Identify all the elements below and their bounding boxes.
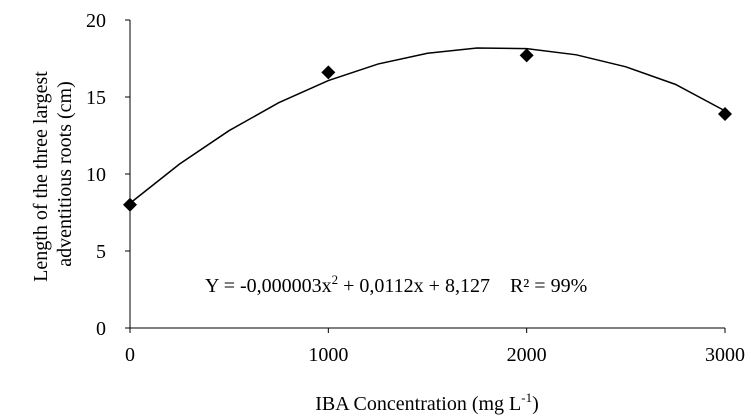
x-tick-label: 0 xyxy=(125,344,135,366)
x-tick-label: 2000 xyxy=(507,344,547,366)
y-tick-label: 10 xyxy=(86,164,106,186)
y-axis-title: Length of the three largest adventitious… xyxy=(30,66,76,282)
x-tick-label: 1000 xyxy=(308,344,348,366)
point xyxy=(519,48,534,63)
point xyxy=(718,106,732,121)
trend-line xyxy=(129,47,726,204)
point xyxy=(321,65,336,80)
y-tick-label: 5 xyxy=(96,241,106,263)
y-title-line: adventitious roots (cm) xyxy=(54,81,76,267)
point xyxy=(123,197,137,212)
equation-part: Y = -0,000003x xyxy=(205,275,332,297)
equation-sup: 2 xyxy=(332,272,339,287)
equation: Y = -0,000003x2 + 0,0112x + 8,127 R² = 9… xyxy=(205,272,587,297)
x-tick-label: 3000 xyxy=(705,344,745,366)
x-title-part: IBA Concentration (mg L xyxy=(315,393,521,415)
x-title-part: ) xyxy=(532,393,539,415)
y-tick-label: 15 xyxy=(86,87,106,109)
equation-part: + 0,0112x + 8,127 R² = 99% xyxy=(338,275,587,297)
y-title-line: Length of the three largest xyxy=(30,71,52,282)
x-title-sup: -1 xyxy=(521,390,532,405)
y-tick-label: 0 xyxy=(96,318,106,340)
x-axis-title: IBA Concentration (mg L-1) xyxy=(315,390,539,415)
y-tick-label: 20 xyxy=(86,10,106,32)
